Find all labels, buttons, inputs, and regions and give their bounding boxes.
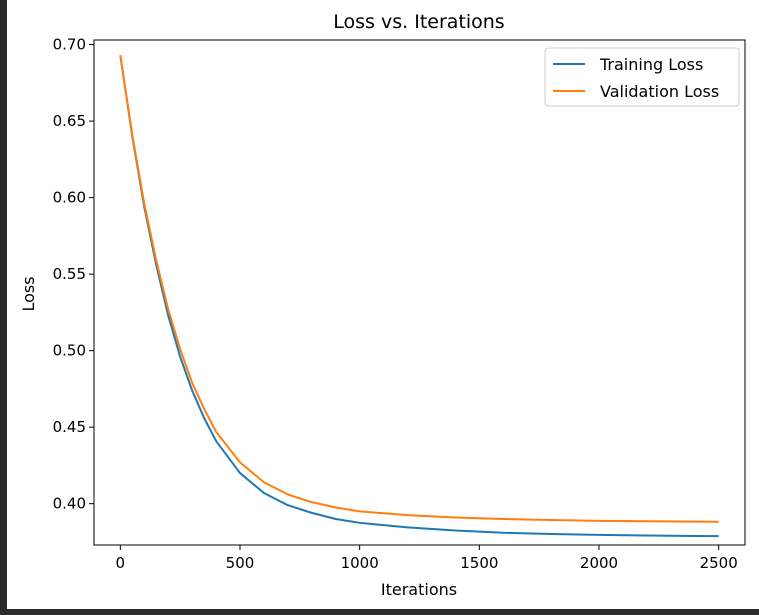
y-tick-label: 0.70 xyxy=(53,36,86,54)
x-axis-title: Iterations xyxy=(381,580,457,599)
series-line-training-loss xyxy=(119,55,719,538)
series-lines xyxy=(119,55,719,538)
x-tick-label: 1000 xyxy=(341,554,379,572)
legend-items: Training Loss Validation Loss xyxy=(553,55,719,101)
loss-chart: Loss vs. Iterations 0 500 1000 1500 2000 2500… xyxy=(19,11,746,599)
legend-label: Training Loss xyxy=(599,55,703,74)
x-tick-label: 2500 xyxy=(700,554,738,572)
x-tick-label: 2000 xyxy=(580,554,618,572)
x-tick-label: 1500 xyxy=(460,554,498,572)
figure-canvas: Loss vs. Iterations 0 500 1000 1500 2000 2500… xyxy=(7,0,759,609)
y-tick-label: 0.40 xyxy=(53,495,86,513)
x-axis-ticks: 0 500 1000 1500 2000 2500 xyxy=(116,545,738,572)
x-tick-label: 500 xyxy=(226,554,255,572)
x-tick-label: 0 xyxy=(116,554,126,572)
y-axis-title: Loss xyxy=(19,276,38,311)
y-tick-label: 0.55 xyxy=(53,265,86,283)
y-tick-label: 0.60 xyxy=(53,189,86,207)
legend-box xyxy=(544,47,740,107)
y-tick-label: 0.45 xyxy=(53,418,86,436)
y-tick-label: 0.65 xyxy=(53,112,86,130)
chart-title: Loss vs. Iterations xyxy=(333,11,504,33)
y-tick-label: 0.50 xyxy=(53,342,86,360)
y-axis-ticks: 0.40 0.45 0.50 0.55 0.60 0.65 0.70 xyxy=(53,36,94,513)
legend-label: Validation Loss xyxy=(600,82,719,101)
plot-area-frame xyxy=(93,39,746,546)
series-line-validation-loss xyxy=(119,55,719,523)
legend: Training Loss Validation Loss xyxy=(544,47,740,107)
